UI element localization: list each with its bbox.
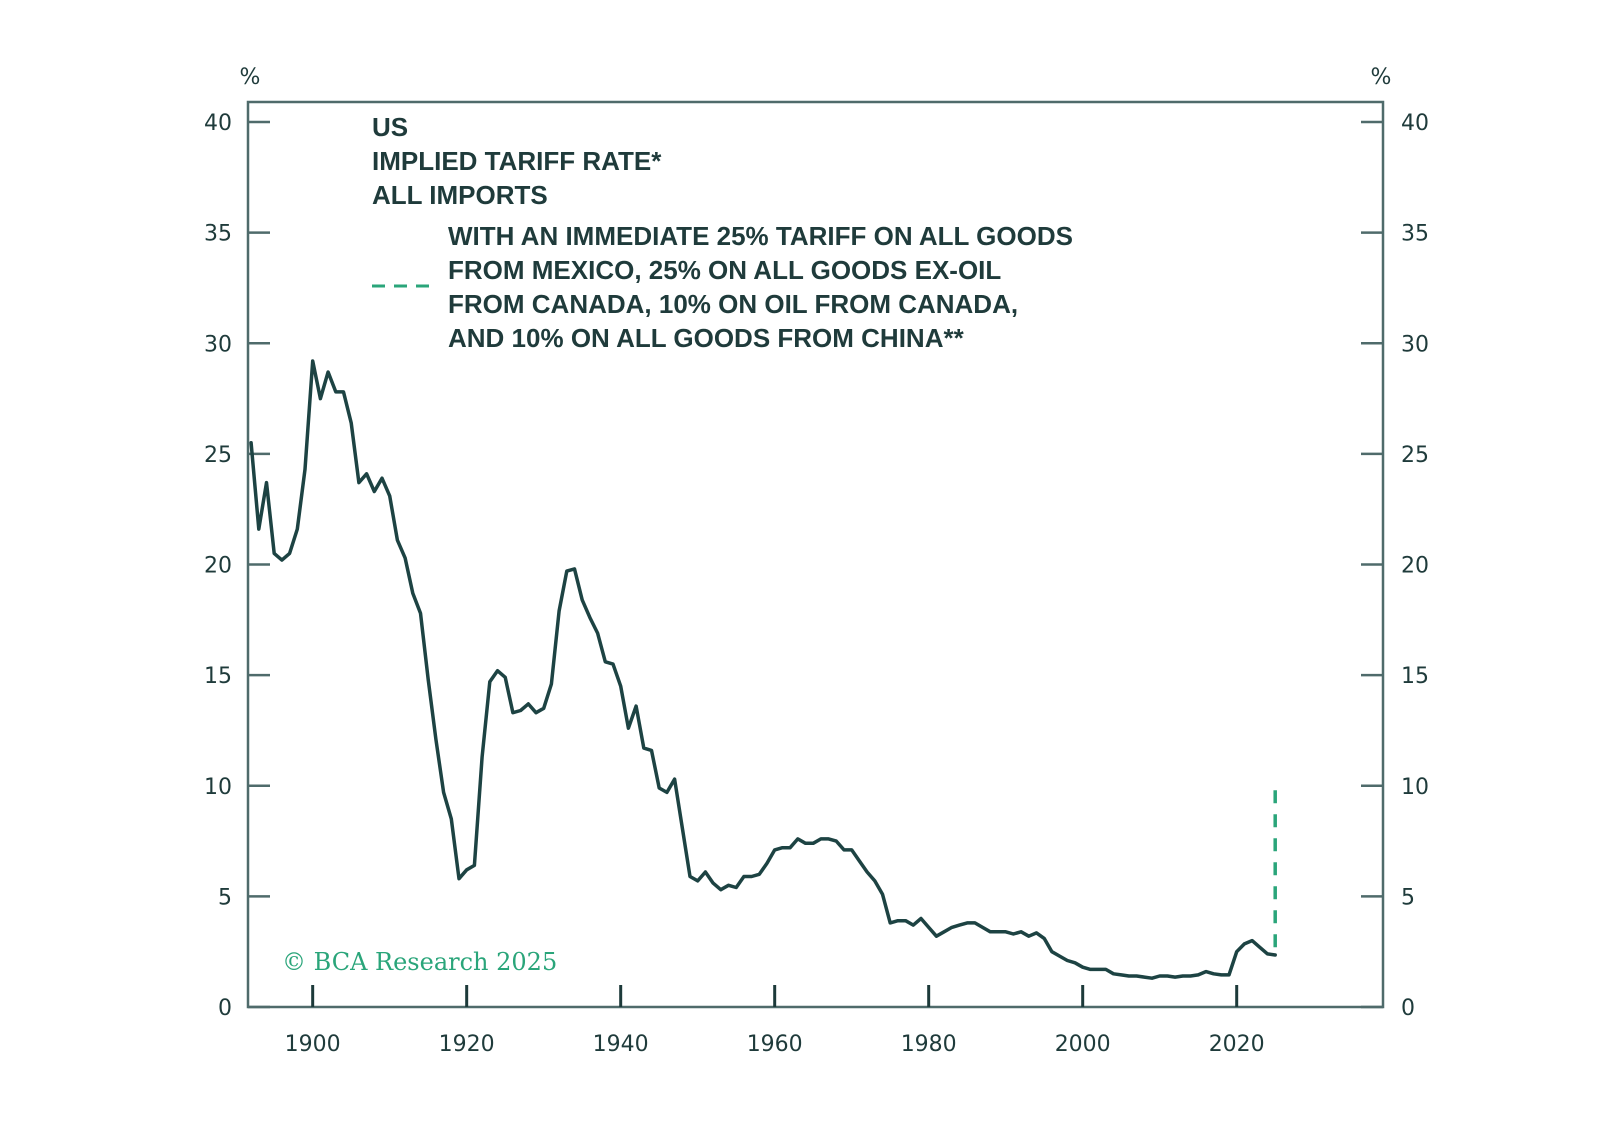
y-tick-label-left: 5 [218, 885, 232, 910]
x-tick-label: 1980 [901, 1032, 957, 1057]
left-y-axis: 0 5 10 15 20 25 30 35 40 [204, 111, 270, 1021]
y-tick-label-right: 0 [1401, 996, 1415, 1021]
title-line-2: IMPLIED TARIFF RATE* [372, 146, 662, 176]
x-tick-label: 1920 [439, 1032, 495, 1057]
x-axis: 1900 1920 1940 1960 1980 2000 2020 [285, 985, 1265, 1057]
chart-title: US IMPLIED TARIFF RATE* ALL IMPORTS [372, 112, 662, 210]
x-tick-label: 1940 [593, 1032, 649, 1057]
y-tick-label-left: 25 [204, 443, 232, 468]
x-tick-label: 1960 [747, 1032, 803, 1057]
title-line-1: US [372, 112, 408, 142]
y-tick-label-right: 35 [1401, 222, 1429, 247]
y-tick-label-left: 0 [218, 996, 232, 1021]
y-tick-label-right: 15 [1401, 664, 1429, 689]
x-tick-label: 2020 [1209, 1032, 1265, 1057]
left-unit-label: % [240, 65, 261, 90]
y-tick-label-right: 25 [1401, 443, 1429, 468]
legend-line-4: AND 10% ON ALL GOODS FROM CHINA** [448, 323, 965, 353]
legend: WITH AN IMMEDIATE 25% TARIFF ON ALL GOOD… [372, 221, 1073, 353]
y-tick-label-left: 15 [204, 664, 232, 689]
right-unit-label: % [1371, 65, 1392, 90]
y-tick-label-right: 5 [1401, 885, 1415, 910]
y-tick-label-left: 20 [204, 554, 232, 579]
y-tick-label-right: 20 [1401, 554, 1429, 579]
watermark: © BCA Research 2025 [282, 948, 557, 976]
right-y-axis: 0 5 10 15 20 25 30 35 40 [1361, 111, 1429, 1021]
legend-line-1: WITH AN IMMEDIATE 25% TARIFF ON ALL GOOD… [448, 221, 1073, 251]
y-tick-label-left: 35 [204, 222, 232, 247]
y-tick-label-right: 40 [1401, 111, 1429, 136]
x-tick-label: 1900 [285, 1032, 341, 1057]
legend-line-2: FROM MEXICO, 25% ON ALL GOODS EX-OIL [448, 255, 1001, 285]
y-tick-label-right: 10 [1401, 775, 1429, 800]
title-line-3: ALL IMPORTS [372, 180, 548, 210]
series-line-implied-tariff [249, 359, 1277, 980]
y-tick-label-left: 30 [204, 332, 232, 357]
x-tick-label: 2000 [1055, 1032, 1111, 1057]
plot-frame [246, 100, 1385, 1009]
series-layer [249, 359, 1277, 980]
y-tick-label-left: 10 [204, 775, 232, 800]
y-tick-label-left: 40 [204, 111, 232, 136]
legend-line-3: FROM CANADA, 10% ON OIL FROM CANADA, [448, 289, 1018, 319]
y-tick-label-right: 30 [1401, 332, 1429, 357]
